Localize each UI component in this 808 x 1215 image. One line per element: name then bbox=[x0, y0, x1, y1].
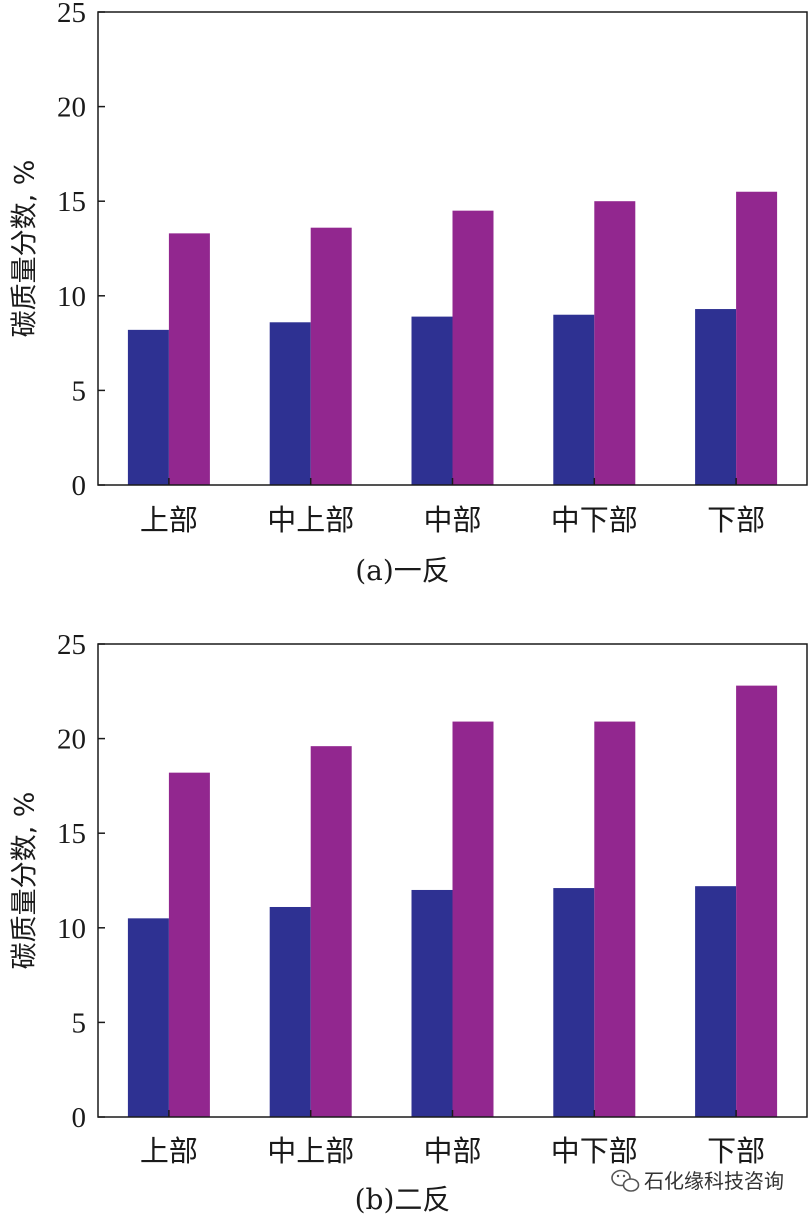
bar-series-1-1 bbox=[127, 918, 169, 1117]
y-tick-label: 10 bbox=[57, 913, 86, 945]
bar-series-2-2 bbox=[310, 746, 352, 1117]
bar-series-2-5 bbox=[736, 191, 778, 486]
bar-series-2-3 bbox=[452, 210, 494, 485]
y-tick-label: 15 bbox=[57, 818, 86, 850]
bar-series-1-3 bbox=[411, 889, 453, 1117]
bar-series-1-5 bbox=[695, 886, 737, 1117]
chart-panel-b: 0 5 10 15 20 25 上部 中上部 中部 中下部 下部 碳质量分数, % (b)二反 bbox=[10, 629, 808, 1215]
y-tick-label: 0 bbox=[72, 470, 87, 502]
chart-caption: (b)二反 bbox=[355, 1183, 451, 1215]
y-tick-label: 20 bbox=[57, 724, 86, 756]
x-category-label: 中上部 bbox=[267, 503, 354, 537]
bar-series-2-4 bbox=[594, 201, 636, 485]
bar-series-1-4 bbox=[553, 314, 595, 485]
y-tick-label: 25 bbox=[57, 629, 86, 661]
x-category-label: 中上部 bbox=[267, 1134, 354, 1168]
y-tick-label: 15 bbox=[57, 186, 86, 218]
x-category-label: 下部 bbox=[707, 1134, 765, 1168]
bar-series-1-1 bbox=[127, 329, 169, 485]
y-tick-label: 25 bbox=[57, 0, 86, 29]
x-category-label: 中下部 bbox=[551, 1134, 638, 1168]
x-category-label: 上部 bbox=[140, 503, 198, 537]
x-category-label: 中部 bbox=[423, 503, 481, 537]
watermark: 石化缘科技咨询 bbox=[611, 1169, 784, 1193]
bar-series-1-5 bbox=[695, 309, 737, 485]
bar-series-2-1 bbox=[168, 772, 210, 1117]
bar-series-2-4 bbox=[594, 721, 636, 1117]
chart-panel-a: 0 5 10 15 20 25 上部 中上部 中部 中下部 下部 碳质量分数, % (a)一反 bbox=[10, 0, 808, 587]
y-axis-label: 碳质量分数, % bbox=[10, 160, 41, 338]
bar-series-2-2 bbox=[310, 227, 352, 486]
bar-series-2-1 bbox=[168, 233, 210, 485]
bar-series-1-2 bbox=[269, 906, 311, 1117]
bar-series-1-2 bbox=[269, 322, 311, 485]
bar-series-2-5 bbox=[736, 685, 778, 1117]
bar-series-2-3 bbox=[452, 721, 494, 1117]
x-category-label: 下部 bbox=[707, 503, 765, 537]
y-tick-label: 5 bbox=[72, 375, 87, 407]
y-axis-label: 碳质量分数, % bbox=[10, 792, 41, 970]
bar-series-1-3 bbox=[411, 316, 453, 485]
x-category-label: 中部 bbox=[423, 1134, 481, 1168]
y-tick-label: 0 bbox=[72, 1102, 87, 1134]
y-tick-label: 5 bbox=[72, 1007, 87, 1039]
watermark-text: 石化缘科技咨询 bbox=[644, 1169, 784, 1193]
y-tick-label: 10 bbox=[57, 281, 86, 313]
wechat-icon bbox=[611, 1169, 640, 1192]
x-category-label: 上部 bbox=[140, 1134, 198, 1168]
y-tick-label: 20 bbox=[57, 92, 86, 124]
x-category-label: 中下部 bbox=[551, 503, 638, 537]
bar-series-1-4 bbox=[553, 888, 595, 1117]
chart-caption: (a)一反 bbox=[355, 554, 450, 587]
